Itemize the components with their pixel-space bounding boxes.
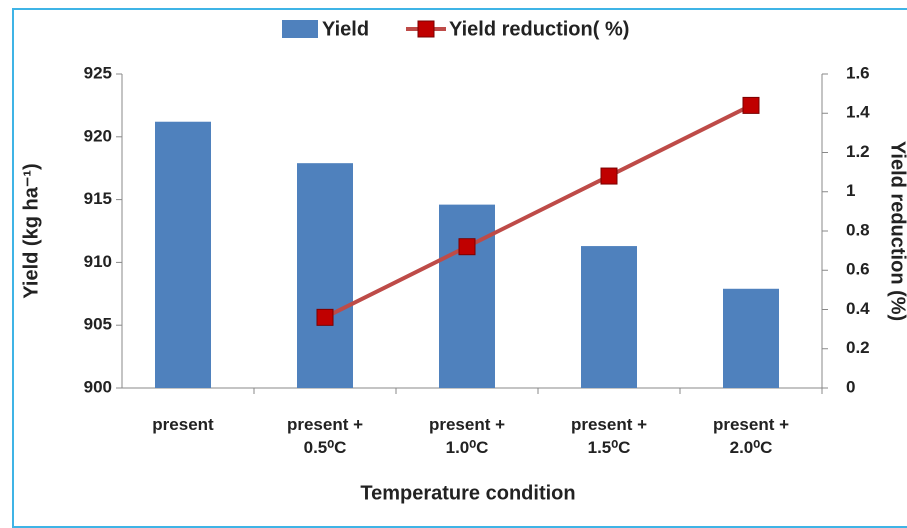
page: Temperature condition Yield (kg ha⁻¹) Yi… [12, 8, 907, 528]
x-tick-label: present [152, 415, 214, 434]
legend-swatch [282, 20, 318, 38]
x-tick-label: present + 2.0⁰C [712, 415, 790, 457]
y2-tick-label: 0.4 [846, 299, 870, 318]
x-tick-label: present + 1.0⁰C [428, 415, 506, 457]
y-axis-title: Yield (kg ha⁻¹) [20, 163, 42, 298]
marker [742, 96, 760, 114]
y-tick-label: 900 [84, 377, 112, 396]
y-tick-label: 920 [84, 126, 112, 145]
x-tick-label: present + 1.5⁰C [570, 415, 648, 457]
line [324, 103, 752, 320]
marker [316, 308, 334, 326]
y2-tick-label: 0 [846, 377, 855, 396]
y2-axis-title: Yield reduction (%) [887, 141, 907, 321]
bar [439, 204, 495, 388]
bar [155, 121, 211, 388]
x-tick-label: present + 0.5⁰C [286, 415, 364, 457]
x-axis-title: Temperature condition [360, 482, 575, 504]
y2-tick-label: 1 [846, 181, 855, 200]
legend-label: Yield reduction( %) [449, 18, 629, 40]
bar [723, 288, 779, 388]
legend-label: Yield [322, 18, 369, 40]
y2-tick-label: 1.2 [846, 142, 870, 161]
bar [297, 163, 353, 388]
y-tick-label: 910 [84, 252, 112, 271]
bar [581, 246, 637, 388]
marker [600, 167, 618, 185]
y2-tick-label: 1.6 [846, 63, 870, 82]
y-tick-label: 925 [84, 63, 112, 82]
y-tick-label: 915 [84, 189, 112, 208]
y2-tick-label: 0.2 [846, 338, 870, 357]
y2-tick-label: 0.8 [846, 220, 870, 239]
legend-marker [417, 20, 435, 38]
marker [458, 238, 476, 256]
chart: Temperature condition Yield (kg ha⁻¹) Yi… [20, 18, 907, 504]
y2-tick-label: 1.4 [846, 103, 870, 122]
y-tick-label: 905 [84, 315, 112, 334]
y2-tick-label: 0.6 [846, 260, 870, 279]
